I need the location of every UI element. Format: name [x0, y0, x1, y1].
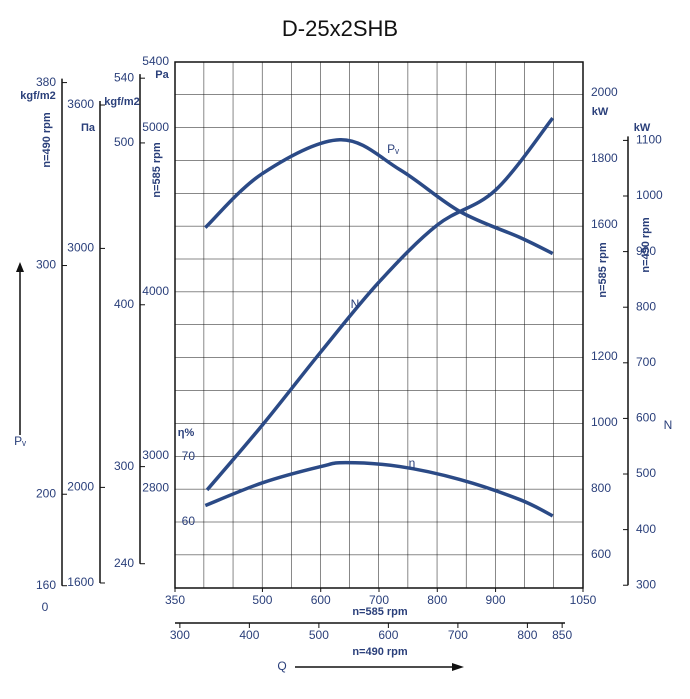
curve	[205, 117, 555, 492]
y-tick-label: 5000	[142, 120, 169, 134]
pv-arrow-label: Pᵥ	[14, 434, 26, 448]
y-axis-rpm-label: n=490 rpm	[41, 112, 53, 168]
y-tick-label: 400	[636, 522, 656, 536]
y-tick-label: 3600	[67, 97, 94, 111]
q-label: Q	[277, 659, 286, 673]
y-tick-label: 600	[591, 547, 611, 561]
y-axis-unit: kW	[634, 122, 651, 134]
curve	[204, 137, 554, 256]
y-tick-label: 70	[182, 449, 196, 463]
y-tick-label: 800	[636, 299, 656, 313]
y-tick-label: 800	[591, 481, 611, 495]
x-tick-label: 350	[165, 593, 185, 607]
y-tick-label: 540	[114, 70, 134, 84]
y-tick-label: 2800	[142, 481, 169, 495]
y-tick-label: 1200	[591, 349, 618, 363]
x2-tick-label: 300	[170, 628, 190, 642]
x-tick-label: 500	[252, 593, 272, 607]
y-tick-label: 500	[114, 135, 134, 149]
curve-label: Pᵥ	[387, 142, 399, 156]
chart-title: D-25x2SHB	[282, 16, 398, 41]
y-tick-label: 2000	[67, 480, 94, 494]
y-tick-label: 400	[114, 297, 134, 311]
y-tick-label: 240	[114, 556, 134, 570]
x2-tick-label: 600	[378, 628, 398, 642]
y-tick-label: 2000	[591, 85, 618, 99]
x2-tick-label: 800	[517, 628, 537, 642]
x-tick-label: 700	[369, 593, 389, 607]
y-tick-label: 60	[182, 514, 196, 528]
y-tick-label: 1000	[636, 188, 663, 202]
y-tick-label: 380	[36, 75, 56, 89]
x-tick-label: 800	[427, 593, 447, 607]
y-tick-label: 300	[114, 459, 134, 473]
x2-tick-label: 850	[552, 628, 572, 642]
x-tick-label: 900	[486, 593, 506, 607]
y-tick-label: 700	[636, 355, 656, 369]
y-axis-rpm-label: n=585 rpm	[597, 242, 609, 298]
plot-grid	[174, 61, 584, 589]
curve-label: N	[351, 297, 360, 311]
y-axis-unit: Па	[81, 122, 96, 134]
y-axis-unit: Pa	[155, 69, 169, 81]
pv-arrow-head	[16, 262, 24, 272]
n-arrow-label: N	[664, 418, 673, 432]
y-axis-unit: η%	[178, 427, 195, 439]
y-tick-label: 900	[636, 244, 656, 258]
y-tick-label: 3000	[67, 241, 94, 255]
x2-tick-label: 700	[448, 628, 468, 642]
x-tick-label: 600	[311, 593, 331, 607]
y-tick-label: 1000	[591, 415, 618, 429]
y-tick-label: 1800	[591, 151, 618, 165]
y-axis-unit: kgf/m2	[20, 90, 55, 102]
y-axis-rpm-label: n=490 rpm	[640, 217, 652, 273]
y-tick-label: 1100	[636, 133, 662, 147]
x2-tick-label: 400	[239, 628, 259, 642]
y-tick-label: 300	[36, 258, 56, 272]
y-tick-label: 5400	[142, 54, 169, 68]
curve-label: η	[409, 456, 416, 470]
x-tick-label: 1050	[570, 593, 597, 607]
x-axis-label: n=585 rpm	[352, 606, 408, 618]
q-arrow-head	[452, 663, 464, 671]
x2-axis-label: n=490 rpm	[352, 646, 408, 658]
y-tick-label: 600	[636, 411, 656, 425]
y-tick-label: 1600	[67, 575, 94, 589]
y-tick-label: 3000	[142, 448, 169, 462]
y-tick-label: 1600	[591, 217, 618, 231]
y-axis-unit: kW	[592, 106, 609, 118]
y-axis-rpm-label: n=585 rpm	[151, 142, 163, 198]
y-tick-label: 500	[636, 466, 656, 480]
origin-label: 0	[42, 600, 49, 614]
y-tick-label: 4000	[142, 284, 169, 298]
y-axis-unit: kgf/m2	[104, 96, 139, 108]
y-tick-label: 160	[36, 578, 56, 592]
x2-tick-label: 500	[309, 628, 329, 642]
y-tick-label: 200	[36, 486, 56, 500]
curve	[204, 460, 554, 518]
y-tick-label: 300	[636, 577, 656, 591]
